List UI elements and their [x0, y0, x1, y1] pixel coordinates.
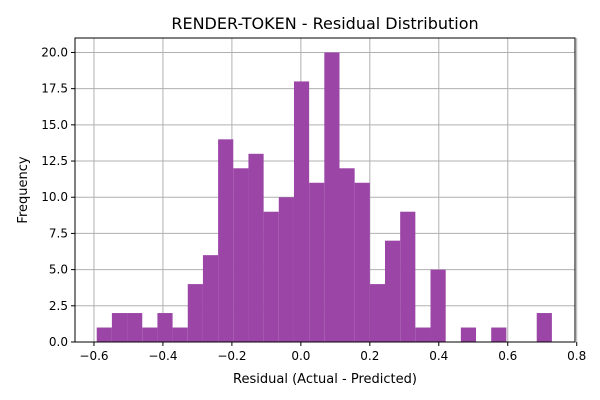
plot-frame — [74, 37, 576, 343]
x-tick-label: 0.8 — [567, 349, 586, 363]
histogram-bar — [400, 211, 416, 342]
y-tick-label: 15.0 — [41, 118, 68, 132]
chart-title: RENDER-TOKEN - Residual Distribution — [171, 14, 478, 33]
histogram-bar — [324, 52, 340, 342]
histogram-bar — [339, 168, 355, 342]
x-tick-label: −0.4 — [148, 349, 177, 363]
histogram-bar — [293, 81, 310, 342]
histogram-bar — [278, 197, 294, 342]
histogram-bar — [218, 139, 234, 342]
histogram-bar — [157, 313, 173, 342]
y-tick-label: 12.5 — [41, 154, 68, 168]
x-axis-ticks: −0.6 −0.4 −0.2 0.0 0.2 0.4 0.6 0.8 — [79, 342, 586, 363]
histogram-bar — [354, 182, 370, 342]
histogram-bar — [415, 327, 431, 342]
x-tick-label: 0.6 — [498, 349, 517, 363]
histogram-bar — [460, 327, 477, 342]
y-axis-ticks: 0.0 2.5 5.0 7.5 10.0 12.5 15.0 17.5 20.0 — [41, 45, 75, 349]
histogram-bars — [96, 52, 552, 342]
histogram-bar — [309, 182, 325, 342]
x-tick-label: −0.2 — [217, 349, 246, 363]
histogram-bar — [536, 313, 552, 342]
y-tick-label: 0.0 — [49, 335, 68, 349]
histogram-bar — [142, 327, 158, 342]
y-tick-label: 17.5 — [41, 82, 68, 96]
histogram-bar — [187, 284, 203, 342]
histogram-bar — [430, 269, 446, 342]
histogram-bar — [127, 313, 143, 342]
histogram-bar — [202, 255, 219, 342]
histogram-bar — [263, 211, 279, 342]
histogram-bar — [248, 153, 264, 342]
x-tick-label: 0.2 — [360, 349, 379, 363]
histogram-bar — [172, 327, 188, 342]
y-tick-label: 7.5 — [49, 226, 68, 240]
histogram-bar — [369, 284, 385, 342]
histogram-bar — [111, 313, 128, 342]
histogram-bar — [385, 240, 401, 342]
histogram-bar — [233, 168, 249, 342]
y-tick-label: 5.0 — [49, 263, 68, 277]
histogram-bar — [96, 327, 112, 342]
y-tick-label: 2.5 — [49, 299, 68, 313]
y-tick-label: 20.0 — [41, 45, 68, 59]
x-tick-label: 0.4 — [429, 349, 448, 363]
histogram-bar — [491, 327, 507, 342]
x-tick-label: 0.0 — [291, 349, 310, 363]
x-tick-label: −0.6 — [79, 349, 108, 363]
y-axis-label: Frequency — [16, 156, 31, 223]
x-axis-label: Residual (Actual - Predicted) — [233, 372, 417, 387]
y-tick-label: 10.0 — [41, 190, 68, 204]
